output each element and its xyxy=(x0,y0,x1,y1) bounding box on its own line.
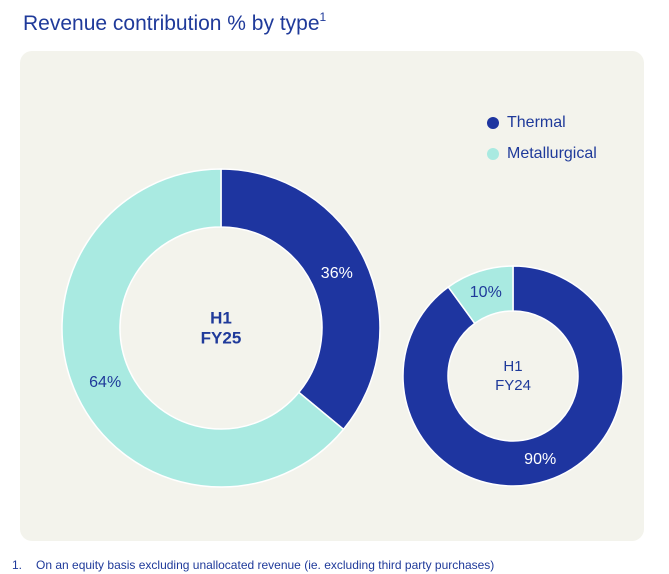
slice-metallurgical-fy25 xyxy=(61,168,345,488)
donut-chart-fy24: 90% 10% H1 FY24 xyxy=(402,265,624,487)
legend-item-metallurgical: Metallurgical xyxy=(487,138,597,169)
center-label-fy24-line-0: H1 xyxy=(503,358,522,375)
center-label-fy25-line-0: H1 xyxy=(210,309,232,328)
footnote-text: On an equity basis excluding unallocated… xyxy=(36,558,495,572)
footnote-number: 1. xyxy=(12,558,23,572)
legend-item-thermal: Thermal xyxy=(487,107,597,138)
slice-label-metallurgical-fy25: 64% xyxy=(89,374,121,391)
slice-label-thermal-fy24: 90% xyxy=(524,451,556,468)
legend-label-thermal: Thermal xyxy=(507,113,566,131)
footnote: 1. On an equity basis excluding unallocat… xyxy=(12,558,494,572)
center-label-fy25-line-1: FY25 xyxy=(201,329,242,348)
center-label-fy24-line-1: FY24 xyxy=(495,377,531,394)
chart-title-text: Revenue contribution % by type xyxy=(23,12,320,35)
slice-metallurgical-fy24 xyxy=(447,265,514,325)
slice-thermal-fy25 xyxy=(220,168,381,431)
title-footnote-marker: 1 xyxy=(319,10,327,24)
legend-swatch-thermal xyxy=(487,116,499,129)
slice-thermal-fy24 xyxy=(402,265,624,487)
legend-label-metallurgical: Metallurgical xyxy=(507,144,597,162)
legend-swatch-metallurgical xyxy=(487,147,499,160)
slice-label-thermal-fy25: 36% xyxy=(321,265,353,282)
chart-title: Revenue contribution % by type1 xyxy=(23,10,326,36)
slice-label-metallurgical-fy24: 10% xyxy=(470,284,502,301)
legend: Thermal Metallurgical xyxy=(487,107,597,169)
